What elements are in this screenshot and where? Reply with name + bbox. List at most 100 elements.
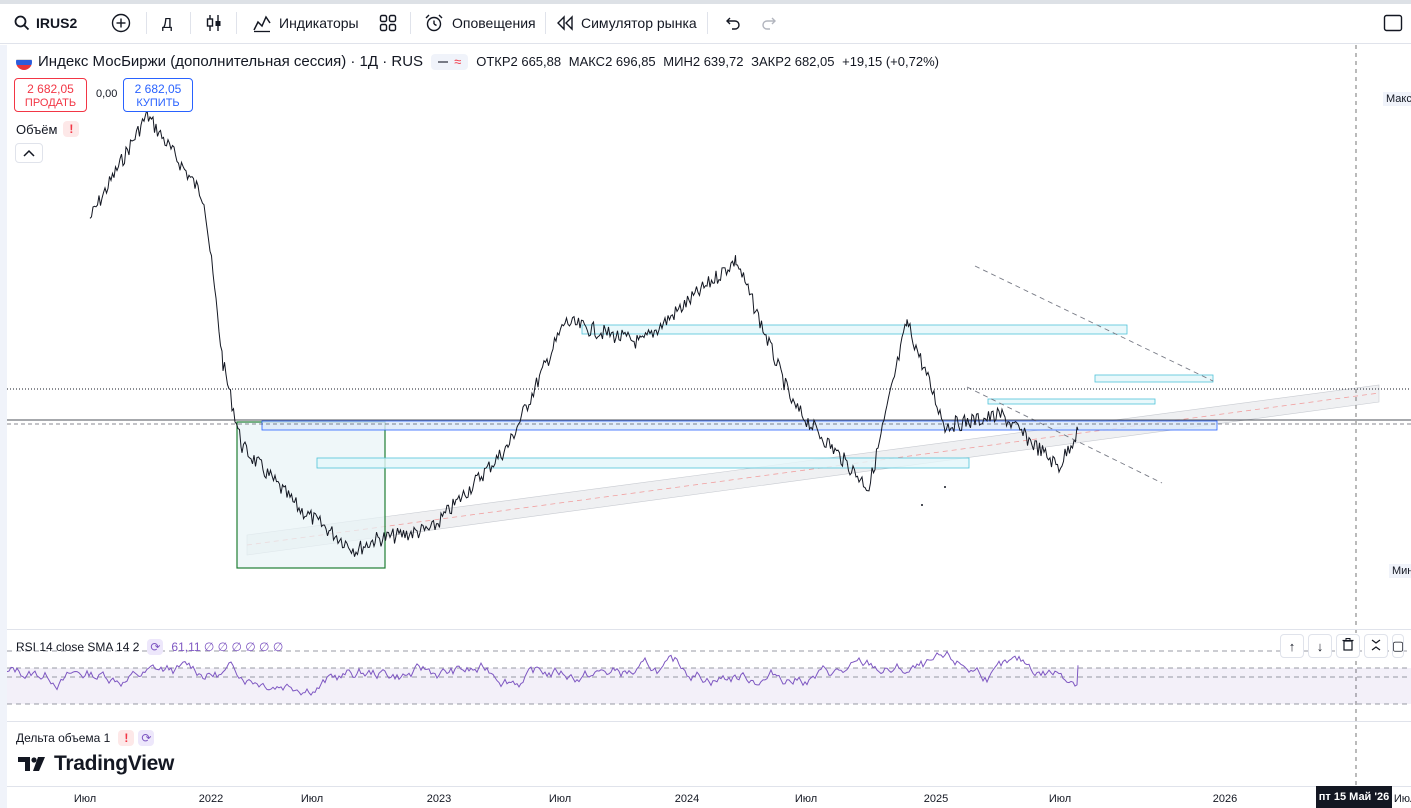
time-tick: Июл: [1048, 793, 1072, 805]
time-tick: Июл: [300, 793, 324, 805]
crosshair-date-label: пт 15 Май '26: [1316, 786, 1392, 808]
indicators-button[interactable]: Индикаторы: [252, 8, 359, 38]
rsi-band: [7, 668, 1411, 704]
search-icon: [14, 15, 30, 31]
chevron-up-icon: [23, 144, 35, 162]
undo-button[interactable]: [723, 8, 741, 38]
warning-icon[interactable]: !: [118, 730, 135, 746]
delta-pane-separator[interactable]: [7, 721, 1411, 722]
toolbar-divider: [545, 12, 546, 34]
symbol-legend: Индекс МосБиржи (дополнительная сессия) …: [16, 53, 939, 70]
templates-button[interactable]: [378, 8, 398, 38]
chart-canvas[interactable]: [7, 45, 1411, 785]
delta-legend[interactable]: Дельта объема 1 ! ⟳: [16, 730, 155, 746]
toolbar-divider: [190, 12, 191, 34]
ohlc-values: ОТКР2 665,88 МАКС2 696,85 МИН2 639,72 ЗА…: [476, 54, 939, 69]
collapse-legend-button[interactable]: [15, 143, 43, 163]
trend-channel[interactable]: [246, 384, 1380, 556]
maximize-pane-button[interactable]: ▢: [1392, 634, 1404, 658]
time-tick: Июл: [1393, 793, 1411, 805]
undo-icon: [723, 15, 741, 31]
price-axis-max-label: Макс: [1383, 92, 1411, 106]
layout-button[interactable]: [1383, 8, 1403, 38]
volume-legend[interactable]: Объём !: [16, 121, 80, 137]
time-axis[interactable]: Июл 2022 Июл 2023 Июл 2024 Июл 2025 Июл …: [7, 786, 1411, 808]
move-pane-up-button[interactable]: ↑: [1280, 634, 1304, 658]
trash-icon: [1342, 638, 1354, 654]
toolbar-divider: [236, 12, 237, 34]
price-axis-min-label: Мин: [1389, 564, 1411, 578]
interval-button[interactable]: Д: [162, 8, 172, 38]
close-key: ЗАКР: [751, 54, 784, 69]
replay-button[interactable]: Симулятор рынка: [556, 8, 697, 38]
lower-zone[interactable]: [316, 457, 970, 469]
resistance-zone[interactable]: [1094, 374, 1214, 383]
close-value: 2 682,05: [783, 54, 835, 69]
collapse-pane-button[interactable]: [1364, 634, 1388, 658]
refresh-icon[interactable]: ⟳: [147, 639, 164, 655]
russia-flag-icon: [16, 53, 32, 70]
rsi-line: [7, 650, 1079, 696]
down-trendline-lower[interactable]: [966, 386, 1163, 484]
open-key: ОТКР: [476, 54, 511, 69]
interval-label: Д: [162, 14, 173, 32]
rsi-legend[interactable]: RSI 14 close SMA 14 2 ⟳ 61,11 ∅ ∅ ∅ ∅ ∅ …: [16, 639, 283, 655]
delete-pane-button[interactable]: [1336, 634, 1360, 658]
symbol-title: Индекс МосБиржи (дополнительная сессия) …: [38, 53, 424, 70]
open-value: 2 665,88: [510, 54, 562, 69]
stray-dot: [944, 486, 946, 488]
symbol-name: IRUS2: [36, 15, 78, 31]
alarm-clock-icon: [424, 13, 444, 33]
volume-label: Объём: [16, 121, 58, 137]
sell-button[interactable]: 2 682,05 ПРОДАТЬ: [14, 78, 87, 112]
rsi-series: [7, 650, 1079, 696]
mid-zone[interactable]: [987, 398, 1156, 405]
toolbar-divider: [146, 12, 147, 34]
change-value: +19,15 (+0,72%): [842, 54, 939, 69]
low-key: МИН: [663, 54, 693, 69]
move-pane-down-button[interactable]: ↓: [1308, 634, 1332, 658]
maximize-icon: ▢: [1392, 638, 1404, 653]
rsi-pane-separator[interactable]: [7, 629, 1411, 630]
dash-icon: [438, 60, 449, 63]
upper-zone[interactable]: [581, 324, 1128, 335]
spread-value: 0,00: [96, 88, 118, 100]
high-value: 2 696,85: [605, 54, 656, 69]
time-tick: 2024: [674, 793, 700, 805]
chart-type-button[interactable]: [204, 8, 224, 38]
rsi-values: 61,11 ∅ ∅ ∅ ∅ ∅ ∅: [171, 640, 284, 654]
alerts-label: Оповещения: [452, 15, 536, 31]
warning-icon[interactable]: !: [63, 121, 80, 137]
rewind-icon: [556, 15, 574, 31]
time-tick: Июл: [73, 793, 97, 805]
channel-midline: [246, 392, 1380, 546]
refresh-icon[interactable]: ⟳: [138, 730, 155, 746]
arrow-up-icon: ↑: [1288, 638, 1296, 654]
arrow-down-icon: ↓: [1316, 638, 1324, 654]
range-box[interactable]: [236, 421, 386, 569]
delta-label: Дельта объема 1: [16, 731, 111, 745]
down-trendline[interactable]: [974, 265, 1214, 382]
price-line: [89, 109, 1079, 557]
grid-icon: [378, 13, 398, 33]
support-zone[interactable]: [261, 420, 1218, 431]
symbol-search-button[interactable]: IRUS2: [14, 8, 77, 38]
left-edge: [0, 45, 7, 808]
market-status-pill[interactable]: ≈: [431, 53, 469, 70]
alerts-button[interactable]: Оповещения: [424, 8, 536, 38]
toolbar-divider: [707, 12, 708, 34]
compare-add-symbol-button[interactable]: [111, 8, 131, 38]
collapse-icon: [1370, 639, 1382, 654]
time-tick: Июл: [794, 793, 818, 805]
price-series: [89, 109, 1079, 557]
tradingview-logo[interactable]: TradingView: [18, 752, 174, 776]
chart-area[interactable]: [7, 45, 1411, 785]
sell-label: ПРОДАТЬ: [24, 97, 77, 109]
redo-button[interactable]: [761, 8, 779, 38]
indicators-icon: [252, 13, 272, 33]
top-toolbar: IRUS2 Д Индикаторы Оповещения: [0, 0, 1411, 44]
buy-button[interactable]: 2 682,05 КУПИТЬ: [123, 78, 193, 112]
rsi-pane: [7, 650, 1411, 705]
redo-icon: [761, 15, 779, 31]
window-icon: [1383, 14, 1403, 32]
